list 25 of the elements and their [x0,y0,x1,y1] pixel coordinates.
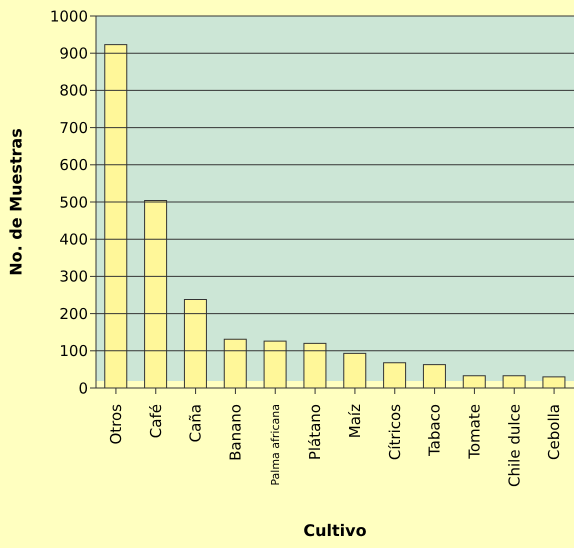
x-tick-label: Plátano [306,404,324,460]
x-tick-label: Tabaco [426,404,444,458]
y-tick-label: 700 [59,118,88,137]
y-tick-label: 300 [59,268,88,286]
y-tick-label: 500 [59,193,88,212]
y-tick-label: 200 [59,304,88,323]
y-tick-label: 0 [78,379,88,398]
y-tick-label: 900 [59,44,88,63]
y-tick-label: 400 [59,230,88,249]
x-tick-label: Palma africana [268,404,282,486]
x-tick-label: Cebolla [545,404,564,460]
x-axis-title: Cultivo [303,521,367,540]
y-tick-label: 100 [59,342,88,360]
x-tick-label: Otros [106,404,125,445]
y-tick-label: 800 [59,82,88,100]
y-tick-label: 600 [59,156,88,174]
x-tick-label: Café [146,404,165,438]
x-tick-label: Caña [186,404,205,442]
x-tick-label: Tomate [465,404,484,460]
y-axis-title: No. de Muestras [6,128,26,276]
x-tick-label: Cítricos [386,404,404,460]
x-tick-label: Maíz [346,404,364,438]
x-tick-label: Banano [226,404,244,461]
y-tick-label: 1000 [50,7,88,26]
x-tick-label: Chile dulce [505,404,524,487]
